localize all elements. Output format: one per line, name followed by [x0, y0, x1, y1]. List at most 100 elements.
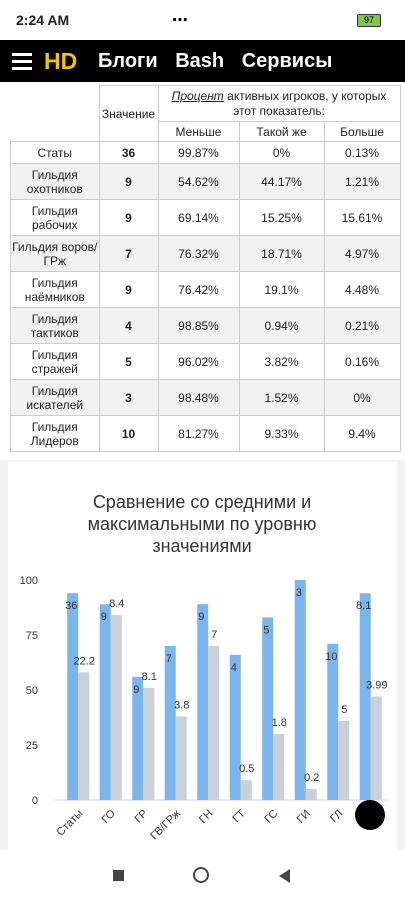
- row-label: Гильдия тактиков: [10, 307, 100, 344]
- x-tick-label: ГС: [262, 808, 280, 826]
- table-row: Гильдия тактиков 4 98.85% 0.94% 0.21%: [10, 307, 401, 344]
- x-tick-label: ГВ/ГРж: [148, 807, 183, 842]
- x-tick-label: ГО: [100, 807, 119, 826]
- row-label: Гильдия воров/ГРж: [10, 235, 100, 272]
- data-label: 3.99: [366, 680, 387, 692]
- y-tick-label: 75: [26, 630, 38, 642]
- cell: 0.16%: [323, 343, 401, 380]
- logo[interactable]: HD: [44, 48, 78, 74]
- bar: [78, 672, 90, 800]
- nav-link[interactable]: Блоги: [98, 50, 158, 72]
- table-row: Гильдия наёмников 9 76.42% 19.1% 4.48%: [10, 271, 401, 308]
- cell: 15.61%: [323, 199, 401, 236]
- bar: [208, 646, 220, 800]
- cell: 19.1%: [238, 271, 325, 308]
- cell: 7: [98, 235, 159, 272]
- cell: 44.17%: [238, 163, 325, 200]
- bar: [175, 716, 187, 800]
- cell: 9.33%: [238, 415, 325, 452]
- x-tick-label: Статы: [54, 808, 85, 839]
- bar: [164, 646, 176, 800]
- home-button[interactable]: [193, 867, 209, 883]
- cell: 0.21%: [323, 307, 401, 344]
- cell: 81.27%: [157, 415, 240, 452]
- bar: [132, 676, 144, 800]
- back-button[interactable]: [278, 869, 292, 883]
- more-icon: ⋯: [172, 12, 188, 29]
- bar: [305, 789, 317, 800]
- cell: 69.14%: [157, 199, 240, 236]
- x-tick-label: ГТ: [230, 807, 248, 825]
- bar: [143, 687, 155, 800]
- data-label: 10: [325, 651, 337, 663]
- data-label: 4: [231, 662, 237, 674]
- table-row: Гильдия рабочих 9 69.14% 15.25% 15.61%: [10, 199, 401, 236]
- stats-table: Значение Процент активных игроков, у кот…: [10, 85, 401, 452]
- corner: [10, 85, 100, 142]
- recents-button[interactable]: [113, 870, 124, 881]
- cell: 4.48%: [323, 271, 401, 308]
- data-label: 3.8: [174, 699, 189, 711]
- battery: 97: [357, 14, 381, 27]
- nav-bar: [0, 850, 405, 900]
- data-label: 36: [65, 600, 77, 612]
- title-line: Сравнение со средними и: [93, 492, 311, 512]
- cell: 54.62%: [157, 163, 240, 200]
- subheader: Такой же: [238, 121, 325, 142]
- row-label: Гильдия рабочих: [10, 199, 100, 236]
- cell: 0%: [323, 379, 401, 416]
- nav-link[interactable]: Bash: [175, 50, 225, 72]
- data-label: 3: [296, 587, 302, 599]
- bar: [327, 643, 339, 800]
- bar: [359, 593, 371, 800]
- title-line: значениями: [152, 536, 251, 556]
- subheader: Меньше: [157, 121, 240, 142]
- bar: [229, 654, 241, 800]
- clock: 2:24 AM: [16, 12, 70, 28]
- header-text: активных игроков, у которых этот показат…: [227, 88, 387, 118]
- chart: Сравнение со средними и максимальными по …: [20, 492, 388, 842]
- bar: [294, 580, 306, 800]
- cell: 0.94%: [238, 307, 325, 344]
- data-label: 1.8: [272, 717, 287, 729]
- data-label: 0.5: [239, 763, 254, 775]
- cell: 9: [98, 271, 159, 308]
- x-tick-label: ГЛ: [328, 808, 345, 825]
- table-row: Статы 36 99.87% 0% 0.13%: [10, 141, 401, 164]
- data-label: 0.2: [304, 772, 319, 784]
- data-label: 8.4: [109, 598, 124, 610]
- table-row: Гильдия Лидеров 10 81.27% 9.33% 9.4%: [10, 415, 401, 452]
- table-row: Гильдия искателей 3 98.48% 1.52% 0%: [10, 379, 401, 416]
- y-tick-label: 25: [26, 740, 38, 752]
- cell: 76.42%: [157, 271, 240, 308]
- cell: 36: [98, 141, 159, 164]
- nav-link[interactable]: Сервисы: [241, 50, 333, 72]
- status-bar: 2:24 AM ⋯ 97: [0, 0, 405, 40]
- cell: 99.87%: [157, 141, 240, 164]
- data-label: 8.1: [356, 600, 371, 612]
- table-card: Значение Процент активных игроков, у кот…: [0, 82, 405, 460]
- cell: 9: [98, 163, 159, 200]
- header-cell: Значение: [98, 85, 159, 142]
- data-label: 5: [263, 624, 269, 636]
- cell: 15.25%: [238, 199, 325, 236]
- bar: [262, 617, 274, 800]
- bar: [110, 615, 122, 800]
- cell: 9: [98, 199, 159, 236]
- title-line: максимальными по уровню: [88, 514, 317, 534]
- data-label: 9: [101, 611, 107, 623]
- bar: [338, 720, 350, 800]
- row-label: Гильдия искателей: [10, 379, 100, 416]
- data-label: 9: [133, 684, 139, 696]
- cell: 1.52%: [238, 379, 325, 416]
- data-label: 8.1: [142, 671, 157, 683]
- floating-button[interactable]: [355, 800, 385, 830]
- cell: 3.82%: [238, 343, 325, 380]
- bar: [240, 780, 252, 800]
- data-label: 22.2: [74, 655, 95, 667]
- cell: 0%: [238, 141, 325, 164]
- menu-button[interactable]: [12, 53, 32, 74]
- cell: 3: [98, 379, 159, 416]
- cell: 4: [98, 307, 159, 344]
